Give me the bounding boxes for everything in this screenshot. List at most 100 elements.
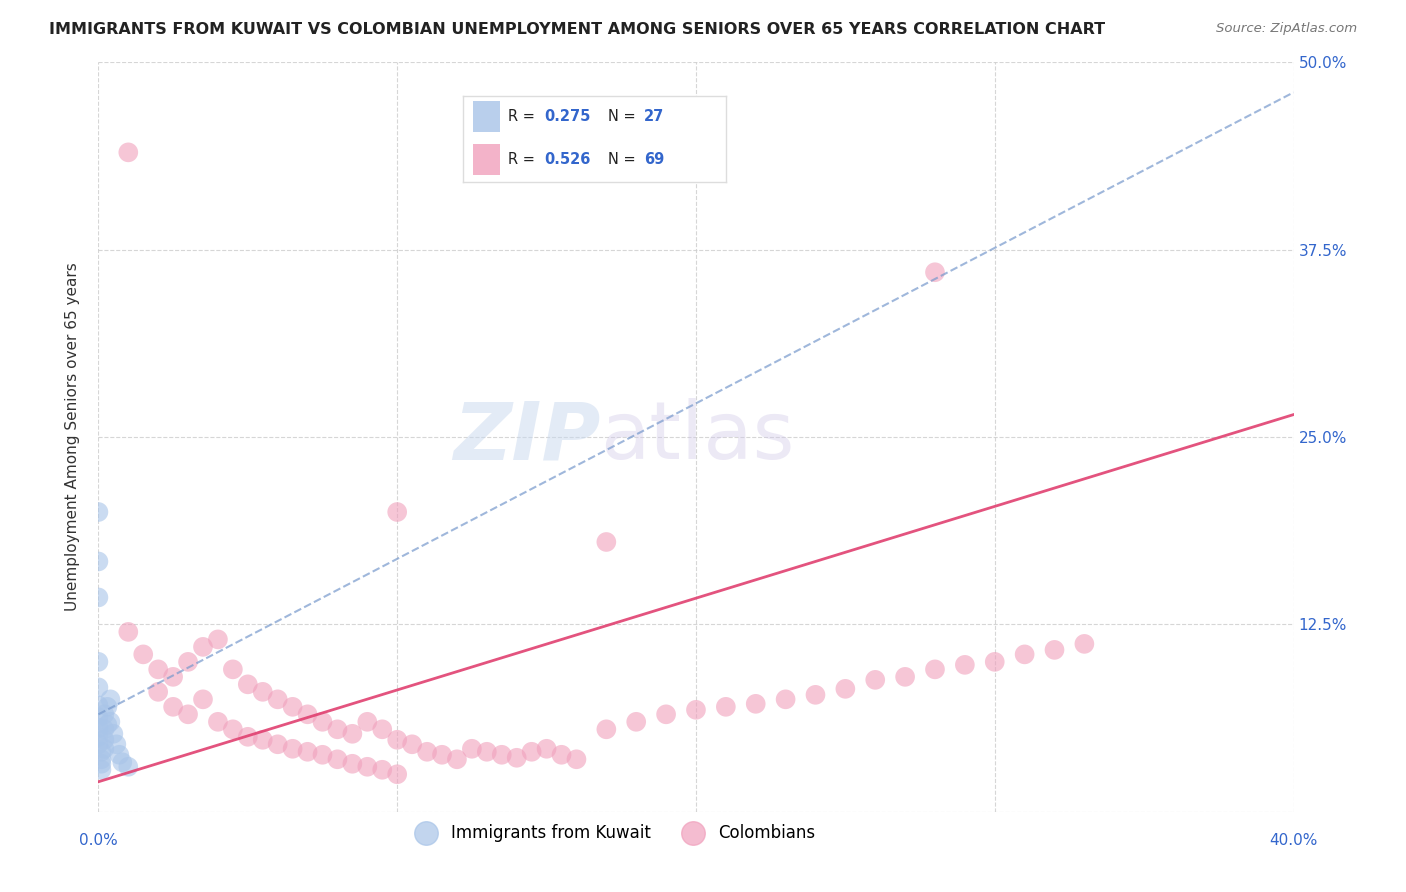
Point [326, 723, 349, 737]
Point [924, 662, 946, 676]
Point [475, 745, 498, 759]
Point [342, 756, 364, 771]
Point [117, 145, 139, 160]
Point [371, 763, 394, 777]
Point [148, 662, 170, 676]
Text: 40.0%: 40.0% [1270, 833, 1317, 847]
Point [162, 699, 184, 714]
Point [595, 723, 617, 737]
Point [297, 745, 319, 759]
Point [93, 741, 115, 756]
Point [804, 688, 827, 702]
Point [385, 505, 409, 519]
Point [416, 745, 439, 759]
Text: Source: ZipAtlas.com: Source: ZipAtlas.com [1216, 22, 1357, 36]
Point [111, 756, 134, 770]
Point [565, 752, 588, 766]
Point [87, 698, 110, 713]
Point [177, 707, 200, 722]
Point [103, 727, 125, 741]
Point [834, 681, 856, 696]
Point [430, 747, 453, 762]
Point [90, 756, 112, 771]
Point [132, 648, 155, 662]
Point [87, 730, 110, 744]
Text: atlas: atlas [600, 398, 794, 476]
Point [461, 741, 484, 756]
Point [297, 707, 319, 722]
Point [953, 657, 976, 672]
Point [595, 535, 617, 549]
Point [745, 697, 768, 711]
Point [311, 714, 333, 729]
Point [93, 732, 115, 747]
Legend: Immigrants from Kuwait, Colombians: Immigrants from Kuwait, Colombians [404, 817, 821, 848]
Point [252, 732, 274, 747]
Point [105, 737, 128, 751]
Point [685, 703, 707, 717]
Point [96, 699, 118, 714]
Point [87, 681, 110, 695]
Point [252, 685, 274, 699]
Point [87, 505, 110, 519]
Point [98, 714, 122, 729]
Point [90, 763, 112, 777]
Point [148, 685, 170, 699]
Point [281, 741, 304, 756]
Point [87, 721, 110, 735]
Point [326, 752, 349, 766]
Point [87, 710, 110, 724]
Point [90, 752, 112, 766]
Point [655, 707, 678, 722]
Point [93, 723, 115, 737]
Text: ZIP: ZIP [453, 398, 600, 476]
Point [1014, 648, 1036, 662]
Point [385, 732, 409, 747]
Point [191, 640, 214, 654]
Point [626, 714, 648, 729]
Point [894, 670, 917, 684]
Point [267, 737, 290, 751]
Point [446, 752, 468, 766]
Point [356, 760, 378, 774]
Point [117, 760, 139, 774]
Point [281, 699, 304, 714]
Point [385, 767, 409, 781]
Point [87, 554, 110, 568]
Point [222, 662, 245, 676]
Point [236, 730, 259, 744]
Point [177, 655, 200, 669]
Text: 0.0%: 0.0% [79, 833, 118, 847]
Point [506, 751, 529, 765]
Point [222, 723, 245, 737]
Point [775, 692, 797, 706]
Point [87, 591, 110, 605]
Point [520, 745, 543, 759]
Point [311, 747, 333, 762]
Point [98, 692, 122, 706]
Point [401, 737, 423, 751]
Point [371, 723, 394, 737]
Point [267, 692, 290, 706]
Point [117, 624, 139, 639]
Text: IMMIGRANTS FROM KUWAIT VS COLOMBIAN UNEMPLOYMENT AMONG SENIORS OVER 65 YEARS COR: IMMIGRANTS FROM KUWAIT VS COLOMBIAN UNEM… [49, 22, 1105, 37]
Point [207, 714, 229, 729]
Point [162, 670, 184, 684]
Point [865, 673, 887, 687]
Point [924, 265, 946, 279]
Point [96, 718, 118, 732]
Point [536, 741, 558, 756]
Point [90, 745, 112, 759]
Point [191, 692, 214, 706]
Point [1043, 643, 1066, 657]
Point [984, 655, 1007, 669]
Point [236, 677, 259, 691]
Point [87, 655, 110, 669]
Point [87, 737, 110, 751]
Y-axis label: Unemployment Among Seniors over 65 years: Unemployment Among Seniors over 65 years [65, 263, 80, 611]
Point [1073, 637, 1095, 651]
Point [356, 714, 378, 729]
Point [342, 727, 364, 741]
Point [93, 707, 115, 722]
Point [550, 747, 572, 762]
